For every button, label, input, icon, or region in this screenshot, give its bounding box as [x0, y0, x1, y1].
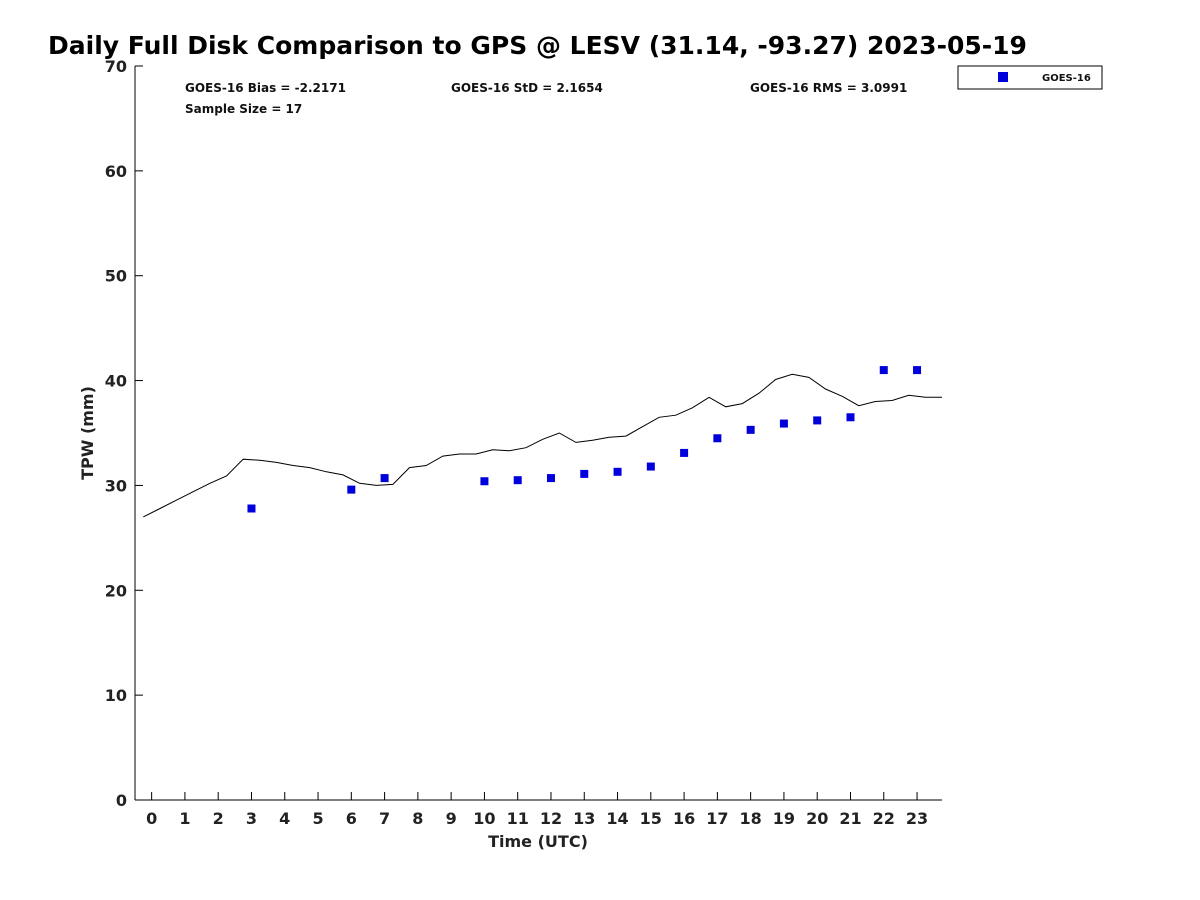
goes16-point	[813, 416, 822, 425]
y-tick-label: 10	[105, 686, 127, 705]
x-axis-label: Time (UTC)	[488, 832, 588, 851]
goes16-point	[646, 462, 655, 471]
x-ticks: 0 1 2 3 4 5 6 7 8 9 10 11 12 13 14 15 16 17 18 19 20 21 22 23	[146, 792, 928, 828]
goes16-point	[680, 448, 689, 457]
x-tick-label: 21	[839, 809, 861, 828]
y-tick-label: 20	[105, 581, 127, 600]
x-tick-label: 6	[346, 809, 357, 828]
x-tick-label: 18	[740, 809, 762, 828]
x-tick-label: 7	[379, 809, 390, 828]
legend: GOES-16	[957, 65, 1103, 90]
goes16-point	[480, 477, 489, 486]
goes16-point	[513, 476, 522, 485]
goes16-point	[846, 413, 855, 422]
x-tick-label: 9	[446, 809, 457, 828]
goes16-point	[879, 366, 888, 375]
y-tick-label: 50	[105, 267, 127, 286]
x-tick-label: 23	[906, 809, 928, 828]
y-tick-label: 60	[105, 162, 127, 181]
x-tick-label: 20	[806, 809, 828, 828]
x-tick-label: 10	[473, 809, 495, 828]
x-tick-label: 12	[540, 809, 562, 828]
x-tick-label: 17	[706, 809, 728, 828]
goes16-point	[380, 474, 389, 483]
goes16-point	[580, 469, 589, 478]
std-stat: GOES-16 StD = 2.1654	[451, 81, 603, 95]
legend-box	[957, 65, 1103, 90]
legend-label-goes16: GOES-16	[1042, 73, 1091, 84]
gps-line-layer	[143, 373, 942, 518]
plot-axes	[134, 66, 942, 801]
legend-marker-goes16	[998, 72, 1008, 82]
rms-stat: GOES-16 RMS = 3.0991	[750, 81, 907, 95]
x-tick-label: 14	[606, 809, 628, 828]
x-tick-label: 1	[179, 809, 190, 828]
goes16-point	[546, 474, 555, 483]
goes16-point	[913, 366, 922, 375]
x-tick-label: 13	[573, 809, 595, 828]
x-tick-label: 0	[146, 809, 157, 828]
bias-stat: GOES-16 Bias = -2.2171	[185, 81, 346, 95]
x-tick-label: 15	[640, 809, 662, 828]
goes16-point	[613, 467, 622, 476]
goes16-point	[713, 434, 722, 443]
sample-size-stat: Sample Size = 17	[185, 102, 302, 116]
goes16-point	[247, 504, 256, 513]
y-tick-label: 70	[105, 57, 127, 76]
y-tick-label: 40	[105, 372, 127, 391]
x-tick-label: 2	[213, 809, 224, 828]
goes16-points-layer	[247, 366, 922, 513]
y-tick-label: 0	[116, 791, 127, 810]
x-tick-label: 22	[873, 809, 895, 828]
x-tick-label: 3	[246, 809, 257, 828]
x-tick-label: 8	[412, 809, 423, 828]
goes16-point	[347, 485, 356, 494]
y-tick-label: 30	[105, 476, 127, 495]
gps-tpw-line	[143, 373, 942, 518]
x-tick-label: 16	[673, 809, 695, 828]
x-tick-label: 5	[312, 809, 323, 828]
y-ticks: 0 10 20 30 40 50 60 70	[105, 57, 143, 810]
x-tick-label: 4	[279, 809, 290, 828]
y-axis-label: TPW (mm)	[78, 386, 97, 480]
x-tick-label: 19	[773, 809, 795, 828]
chart-title: Daily Full Disk Comparison to GPS @ LESV…	[48, 31, 1027, 60]
goes16-point	[746, 425, 755, 434]
goes16-point	[779, 419, 788, 428]
x-tick-label: 11	[507, 809, 529, 828]
